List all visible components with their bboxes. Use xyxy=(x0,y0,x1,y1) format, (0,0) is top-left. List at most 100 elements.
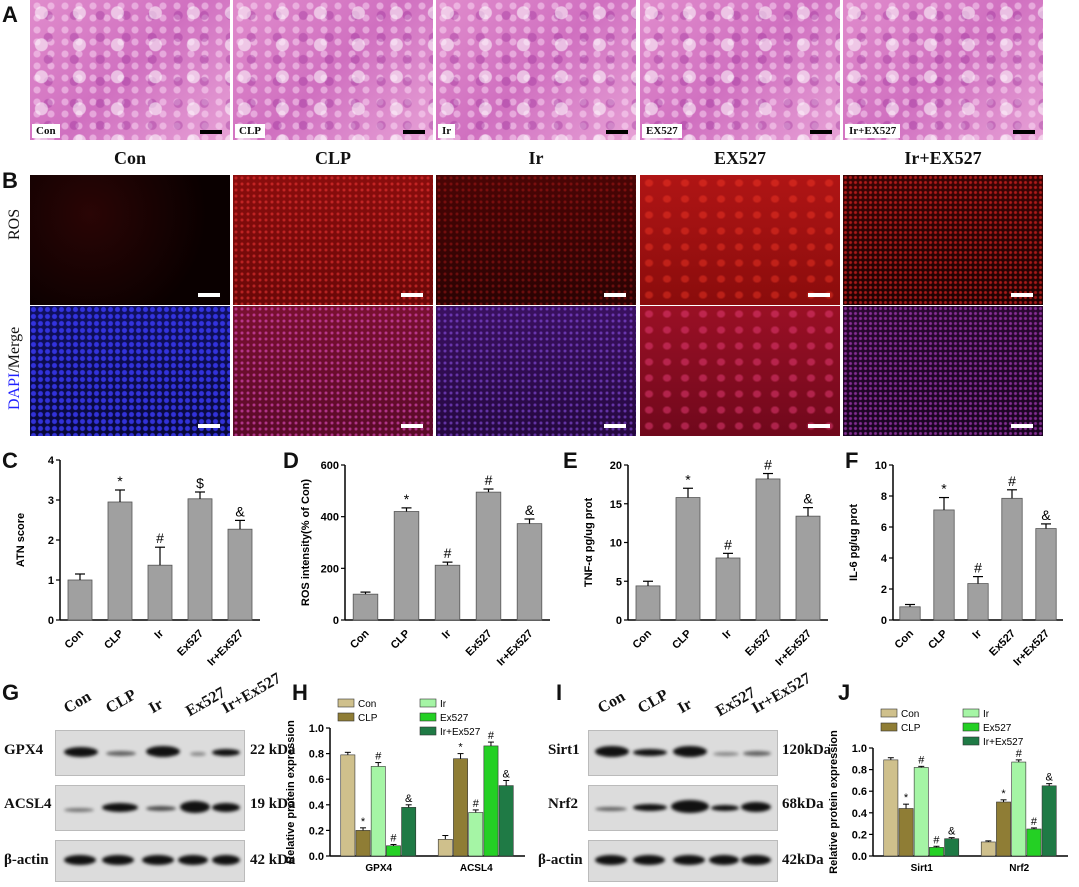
scale-bar xyxy=(401,293,423,297)
bar xyxy=(187,498,213,621)
y-tick-label: 1 xyxy=(48,575,54,587)
scale-bar xyxy=(604,293,626,297)
significance-mark: # xyxy=(390,832,397,844)
y-tick-label: 0.8 xyxy=(309,749,324,761)
legend-label: Ex527 xyxy=(983,723,1012,734)
bar xyxy=(386,845,401,857)
legend-label: Ir xyxy=(983,709,990,720)
fluor-col-con: Con xyxy=(113,148,146,168)
x-tick-label: Ex527 xyxy=(175,628,206,659)
panel-label-g: G xyxy=(2,680,20,705)
bar xyxy=(516,523,543,621)
significance-mark: # xyxy=(1016,748,1023,760)
bar xyxy=(929,847,944,857)
bar xyxy=(898,808,914,857)
x-tick-label: CLP xyxy=(389,628,413,652)
y-tick-label: 400 xyxy=(321,512,339,524)
y-tick-label: 0 xyxy=(616,615,622,627)
x-tick-label: Con xyxy=(893,627,917,651)
bar xyxy=(675,497,701,621)
panel-label-e: E xyxy=(563,448,578,473)
blot-g-protein: β-actin xyxy=(4,852,49,868)
bar xyxy=(393,511,420,621)
bar xyxy=(755,478,781,621)
bar xyxy=(453,758,468,857)
y-tick-label: 0.2 xyxy=(309,825,324,837)
x-tick-label: GPX4 xyxy=(365,863,392,874)
scale-bar xyxy=(810,130,832,134)
blot-i-protein: Sirt1 xyxy=(548,742,580,758)
significance-mark: * xyxy=(941,481,947,497)
significance-mark: # xyxy=(974,560,982,576)
merge-image-ir-ex527 xyxy=(843,306,1043,436)
ros-image-ir-ex527 xyxy=(843,175,1043,305)
x-tick-label: Nrf2 xyxy=(1009,863,1029,874)
x-tick-label: Ir+Ex527 xyxy=(205,628,246,669)
blot-g-strip-acsl4 xyxy=(55,785,245,831)
blot-i-strip-sirt1 xyxy=(588,730,778,776)
bar xyxy=(795,515,821,621)
x-tick-label: Con xyxy=(63,627,87,651)
he-image-clp: CLP xyxy=(233,0,433,140)
scale-bar xyxy=(604,424,626,428)
x-tick-label: Ex527 xyxy=(464,628,495,659)
scale-bar xyxy=(1011,424,1033,428)
fluor-col-clp: CLP xyxy=(315,148,351,168)
bar xyxy=(883,759,899,857)
scale-bar xyxy=(403,130,425,134)
x-tick-label: CLP xyxy=(670,628,694,652)
blot-i-protein: Nrf2 xyxy=(548,796,578,812)
y-tick-label: 0.4 xyxy=(852,808,868,820)
x-tick-label: ACSL4 xyxy=(460,863,493,874)
he-image-con: Con xyxy=(30,0,230,140)
significance-mark: & xyxy=(235,503,245,519)
y-tick-label: 10 xyxy=(610,538,622,550)
blot-g-size: 19 kDa xyxy=(250,796,296,812)
ros-image-clp xyxy=(233,175,433,305)
bar xyxy=(980,841,996,857)
bar xyxy=(370,766,386,857)
x-tick-label: CLP xyxy=(102,628,126,652)
y-tick-label: 4 xyxy=(48,455,55,467)
significance-mark: # xyxy=(473,798,480,810)
panel-label-f: F xyxy=(845,448,859,473)
bar xyxy=(1026,828,1042,857)
blot-i-strip-nrf2 xyxy=(588,785,778,831)
y-tick-label: 15 xyxy=(610,499,622,511)
y-tick-label: 0.0 xyxy=(309,851,324,863)
y-tick-label: 20 xyxy=(610,460,622,472)
y-tick-label: 1.0 xyxy=(852,743,867,755)
panel-label-b: B xyxy=(2,168,18,193)
blot-i-size: 68kDa xyxy=(782,796,824,812)
bar xyxy=(468,812,484,857)
significance-mark: $ xyxy=(196,475,204,491)
significance-mark: # xyxy=(933,834,940,846)
he-image-ir: Ir xyxy=(436,0,636,140)
x-tick-label: Con xyxy=(631,627,655,651)
y-tick-label: 1.0 xyxy=(309,723,324,735)
significance-mark: # xyxy=(375,751,382,763)
legend-swatch xyxy=(880,708,898,718)
he-label: CLP xyxy=(235,124,265,138)
x-tick-label: Ir xyxy=(720,627,734,641)
he-label: Con xyxy=(32,124,60,138)
y-axis-label: Relative protein expression xyxy=(285,720,297,864)
y-tick-label: 8 xyxy=(881,491,887,503)
significance-mark: * xyxy=(904,792,909,804)
significance-mark: * xyxy=(458,742,463,754)
panel-label-a: A xyxy=(2,2,18,27)
significance-mark: * xyxy=(361,816,366,828)
scale-bar xyxy=(1011,293,1033,297)
x-tick-label: Ex527 xyxy=(743,628,774,659)
blot-i-strip-actin xyxy=(588,840,778,882)
y-tick-label: 10 xyxy=(875,460,887,472)
bar xyxy=(933,509,955,621)
bar xyxy=(1041,785,1057,857)
fluor-col-ir: Ir xyxy=(528,148,544,168)
y-axis-label: ROS intensity(% of Con) xyxy=(300,479,312,606)
y-axis-label: IL-6 pg/ug prot xyxy=(848,504,860,581)
bar xyxy=(1035,528,1057,621)
panel-label-j: J xyxy=(838,680,851,705)
legend-swatch xyxy=(962,736,980,746)
panel-label-c: C xyxy=(2,448,18,473)
